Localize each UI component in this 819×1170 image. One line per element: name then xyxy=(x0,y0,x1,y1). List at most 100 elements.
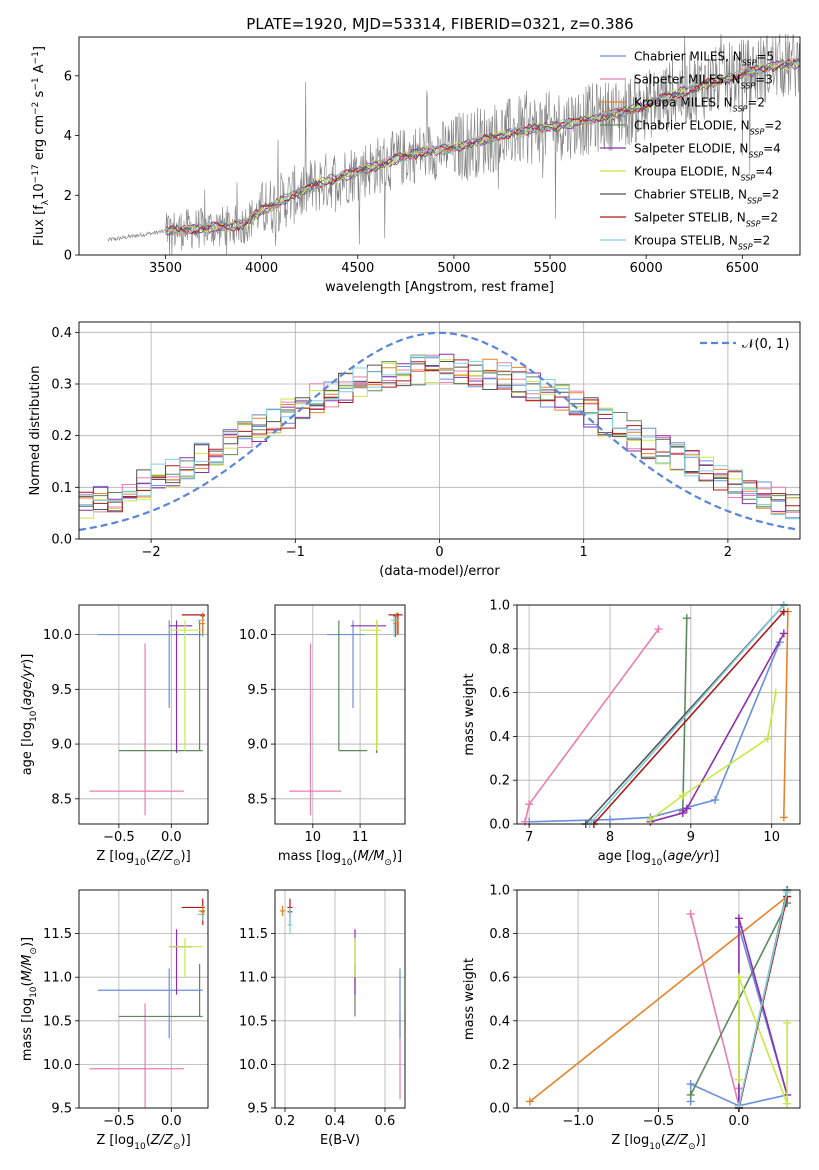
line-kroupa_stelib xyxy=(738,892,788,1106)
y-axis-label-part: ( xyxy=(20,706,35,711)
x-axis-label-part: )] xyxy=(181,849,191,864)
x-axis-label-part: mass [log xyxy=(278,849,341,864)
marker-kroupa_stelib xyxy=(783,888,792,897)
weight_vs_age-frame xyxy=(516,604,801,825)
x-tick-label: 2 xyxy=(724,545,732,560)
point-chabrier_miles xyxy=(97,620,203,708)
y-axis-label-part: ] xyxy=(32,46,47,51)
point-salpeter_miles xyxy=(289,643,342,816)
y-axis-label-part: −17 xyxy=(31,164,41,183)
gaussian-curve xyxy=(78,331,798,531)
weight_vs_age-plot-area xyxy=(521,601,792,828)
y-axis-label-part: age [log xyxy=(20,722,35,775)
x-axis-label-part: )] xyxy=(392,849,402,864)
marker-kroupa_elodie xyxy=(783,1099,792,1108)
x-axis-label-part: )] xyxy=(181,1133,191,1148)
y-tick-label: 0.3 xyxy=(51,378,72,393)
line-salpeter_stelib xyxy=(593,611,785,825)
y-axis-label-part: Normed distribution xyxy=(28,366,43,496)
y-tick-label: 10.5 xyxy=(239,1014,268,1029)
y-axis-label: mass weight xyxy=(462,958,477,1040)
legend-entry-kroupa_elodie: Kroupa ELODIE, NSSP=4 xyxy=(634,165,773,183)
marker-chabrier_miles xyxy=(605,815,614,824)
x-tick-label: 0 xyxy=(435,545,443,560)
point-chabrier_miles xyxy=(97,968,203,1039)
y-tick-label: 0.4 xyxy=(489,730,510,745)
x-axis-label-part: age/yr xyxy=(667,849,710,864)
x-tick-label: 9 xyxy=(687,830,695,845)
legend-entry-chabrier_stelib: Chabrier STELIB, NSSP=2 xyxy=(634,188,779,206)
x-axis-label-part: ⊙ xyxy=(173,858,181,868)
y-tick-label: 0.6 xyxy=(489,686,510,701)
x-axis-label-part: wavelength [Angstrom, rest frame] xyxy=(325,280,554,295)
mass_vs_Z-frame xyxy=(78,889,209,1109)
x-tick-label: 5000 xyxy=(437,261,470,276)
legend-value: =3 xyxy=(755,73,773,87)
marker-chabrier_miles xyxy=(711,795,720,804)
x-tick-label: 6500 xyxy=(726,261,759,276)
x-tick-label: 4000 xyxy=(245,261,278,276)
x-axis-label-part: ( xyxy=(146,1133,151,1148)
weight_vs_Z-plot-area xyxy=(525,886,792,1112)
x-axis-label-part: Z [log xyxy=(611,1133,649,1148)
legend-entry-chabrier_elodie: Chabrier ELODIE, NSSP=2 xyxy=(634,119,782,137)
legend-entry-salpeter_stelib: Salpeter STELIB, NSSP=2 xyxy=(634,211,778,229)
legend-subscript: SSP xyxy=(741,81,756,90)
x-axis-label-part: 10 xyxy=(134,1142,146,1152)
point-salpeter_miles xyxy=(89,1003,184,1108)
x-tick-label: 0.4 xyxy=(325,1114,346,1129)
x-tick-label: 6000 xyxy=(630,261,663,276)
line-salpeter_elodie xyxy=(650,633,785,823)
legend-text: Salpeter ELODIE, N xyxy=(634,142,748,156)
y-axis-label-part: −2 xyxy=(31,102,41,115)
line-kroupa_elodie xyxy=(649,692,777,821)
y-tick-label: 0.6 xyxy=(489,971,510,986)
legend-value: =2 xyxy=(764,119,782,133)
x-tick-label: 0.6 xyxy=(375,1114,396,1129)
x-axis-label-part: Z [log xyxy=(96,1133,134,1148)
x-axis-label: E(B-V) xyxy=(320,1133,360,1148)
legend-entry-kroupa_stelib: Kroupa STELIB, NSSP=2 xyxy=(634,234,770,252)
legend-text: Kroupa MILES, N xyxy=(634,96,733,110)
x-axis-label-part: Z/Z xyxy=(665,1133,689,1148)
point-salpeter_elodie xyxy=(169,929,193,995)
point-chabrier_elodie xyxy=(338,620,368,752)
legend-text: Chabrier MILES, N xyxy=(634,50,742,64)
legend-entry-kroupa_miles: Kroupa MILES, NSSP=2 xyxy=(634,96,765,114)
y-tick-label: 10.0 xyxy=(43,628,72,643)
line-salpeter_miles xyxy=(689,913,740,1106)
series-kroupa_miles xyxy=(779,607,792,822)
marker-salpeter_elodie xyxy=(734,914,743,923)
legend-text: Salpeter STELIB, N xyxy=(634,211,746,225)
y-tick-label: 2 xyxy=(64,189,72,204)
x-tick-label: 5500 xyxy=(534,261,567,276)
x-tick-label: 4500 xyxy=(341,261,374,276)
mass_vs_Z-panel: −0.5 0.09.510.010.511.011.5Z [log10(Z/Z⊙)… xyxy=(20,889,209,1152)
x-tick-label: 0.0 xyxy=(729,1114,750,1129)
y-tick-label: 8.5 xyxy=(247,792,268,807)
legend-entry-salpeter_elodie: Salpeter ELODIE, NSSP=4 xyxy=(634,142,781,160)
y-tick-label: 0.1 xyxy=(51,481,72,496)
x-axis-label-part: ( xyxy=(662,849,667,864)
y-tick-label: 8.5 xyxy=(51,792,72,807)
spectrum-plot-area xyxy=(107,33,801,256)
x-axis-label-part: ( xyxy=(146,849,151,864)
y-tick-label: 10.0 xyxy=(239,628,268,643)
point-kroupa_miles xyxy=(393,612,399,635)
x-axis-label-part: ⊙ xyxy=(384,858,392,868)
legend-entry-chabrier_miles: Chabrier MILES, NSSP=5 xyxy=(634,50,774,68)
x-axis-label-part: 10 xyxy=(649,1142,661,1152)
y-tick-label: 9.5 xyxy=(247,683,268,698)
point-kroupa_miles xyxy=(198,905,205,917)
x-tick-label: 10 xyxy=(763,830,780,845)
x-axis-label-part: 10 xyxy=(134,858,146,868)
y-axis-label-part: )] xyxy=(20,654,35,664)
point-kroupa_elodie xyxy=(169,937,203,978)
observed-spectrum-line xyxy=(107,33,801,256)
marker-salpeter_elodie xyxy=(682,804,691,813)
y-axis-label-part: 10 xyxy=(29,986,39,998)
y-axis-label: mass [log10(M/M⊙)] xyxy=(20,937,39,1061)
y-axis-label: mass weight xyxy=(462,673,477,755)
legend-subscript: SSP xyxy=(741,173,756,182)
y-tick-label: 9.5 xyxy=(51,1102,72,1117)
